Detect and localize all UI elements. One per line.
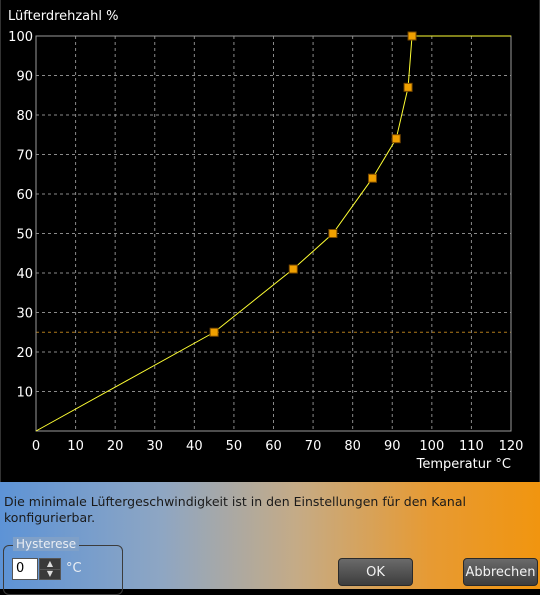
bottom-panel: Die minimale Lüftergeschwindigkeit ist i… xyxy=(0,482,540,595)
y-tick-label: 60 xyxy=(16,188,33,203)
x-tick-label: 20 xyxy=(107,439,124,454)
curve-control-point[interactable] xyxy=(209,327,219,337)
hysteresis-label: Hysterese xyxy=(13,537,80,551)
x-tick-label: 110 xyxy=(459,439,484,454)
y-tick-label: 70 xyxy=(16,149,33,164)
x-tick-label: 50 xyxy=(226,439,243,454)
y-tick-label: 100 xyxy=(8,30,33,45)
x-tick-label: 80 xyxy=(344,439,361,454)
curve-control-point[interactable] xyxy=(328,229,338,238)
y-tick-label: 20 xyxy=(16,346,33,361)
y-tick-label: 30 xyxy=(16,307,33,322)
x-tick-label: 100 xyxy=(419,439,444,454)
curve-control-point[interactable] xyxy=(288,264,298,274)
hysteresis-spinner[interactable]: ▲ ▼ xyxy=(39,558,61,580)
hysteresis-unit: °C xyxy=(66,561,82,576)
x-tick-label: 120 xyxy=(499,439,524,454)
hysteresis-input[interactable]: 0 xyxy=(12,558,38,580)
x-tick-label: 90 xyxy=(384,439,401,454)
y-tick-label: 40 xyxy=(16,267,33,282)
cancel-button[interactable]: Abbrechen xyxy=(463,558,538,586)
x-tick-label: 40 xyxy=(186,439,203,454)
spin-up-icon[interactable]: ▲ xyxy=(40,559,60,570)
x-tick-label: 30 xyxy=(146,439,163,454)
y-tick-label: 10 xyxy=(16,386,33,401)
curve-control-point[interactable] xyxy=(367,173,377,183)
x-tick-label: 10 xyxy=(67,439,84,454)
ok-button[interactable]: OK xyxy=(338,558,413,586)
curve-control-point[interactable] xyxy=(407,31,417,41)
x-tick-label: 60 xyxy=(265,439,282,454)
x-axis-title: Temperatur °C xyxy=(416,457,511,472)
hysteresis-group: Hysterese 0 ▲ ▼ °C xyxy=(3,537,123,595)
y-tick-label: 50 xyxy=(16,228,33,243)
x-tick-label: 70 xyxy=(305,439,322,454)
y-tick-label: 90 xyxy=(16,70,33,85)
fan-curve-chart[interactable]: 0 10 20 30 40 50 60 70 80 90 100 110 120 10 20 30 40 50 60… xyxy=(0,0,540,482)
y-axis-title: Lüfterdrehzahl % xyxy=(8,9,119,24)
curve-control-point[interactable] xyxy=(403,82,413,92)
plot-border xyxy=(35,35,512,432)
fan-curve-svg[interactable]: 0 10 20 30 40 50 60 70 80 90 100 110 120 10 20 30 40 50 60… xyxy=(1,0,540,482)
x-tick-label: 0 xyxy=(32,439,40,454)
info-text: Die minimale Lüftergeschwindigkeit ist i… xyxy=(4,494,466,525)
curve-control-point[interactable] xyxy=(391,134,401,144)
spin-down-icon[interactable]: ▼ xyxy=(46,569,54,578)
y-tick-label: 80 xyxy=(16,109,33,124)
